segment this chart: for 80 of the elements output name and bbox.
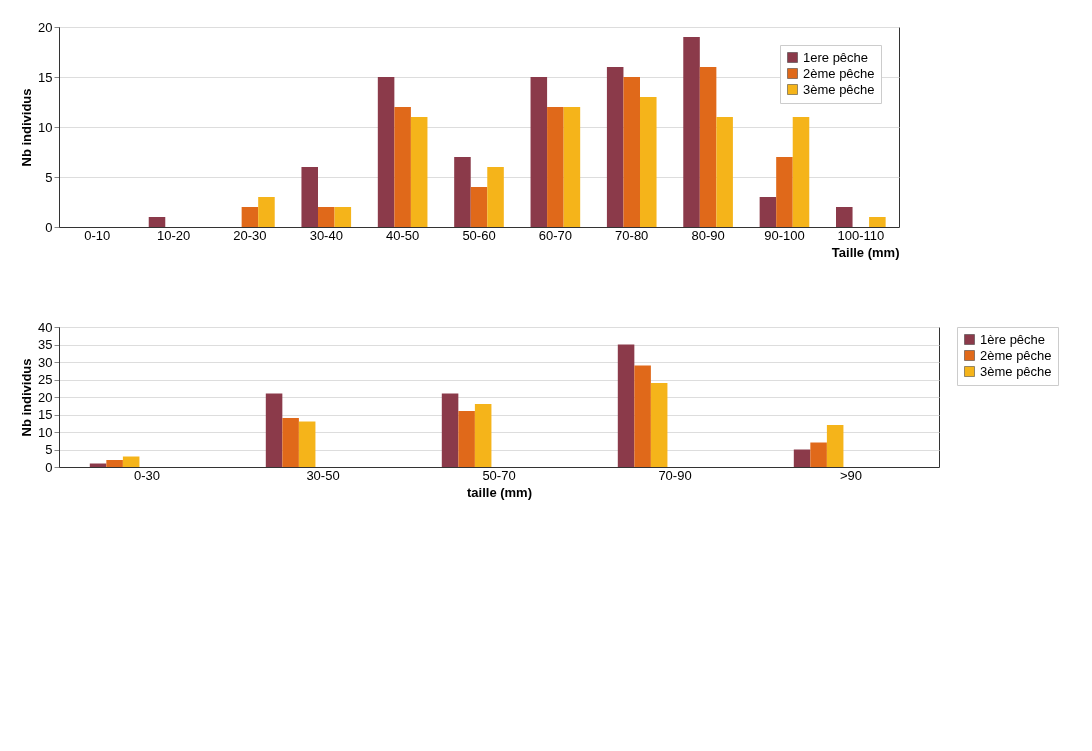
y-tick-label: 15 bbox=[38, 407, 53, 422]
bar bbox=[474, 404, 492, 467]
y-tick-label: 5 bbox=[45, 442, 53, 457]
legend-label: 3ème pêche bbox=[980, 363, 1052, 379]
bar bbox=[716, 117, 733, 227]
bar bbox=[298, 421, 316, 467]
bar bbox=[454, 157, 471, 227]
bar bbox=[487, 167, 504, 227]
x-tick-label: 50-60 bbox=[462, 227, 496, 243]
bar bbox=[617, 344, 635, 467]
y-tick-label: 20 bbox=[38, 19, 53, 35]
y-tick-label: 20 bbox=[38, 389, 53, 405]
bar bbox=[106, 460, 123, 467]
y-tick-label: 25 bbox=[38, 372, 53, 387]
y-tick-label: 0 bbox=[45, 219, 53, 235]
bar bbox=[776, 157, 793, 227]
x-axis-title: Taille (mm) bbox=[831, 244, 900, 260]
y-tick-label: 30 bbox=[38, 354, 53, 370]
bar bbox=[122, 456, 140, 467]
bar bbox=[441, 393, 459, 467]
x-tick-label: >90 bbox=[839, 467, 863, 483]
bar bbox=[458, 411, 475, 467]
x-tick-label: 30-40 bbox=[309, 227, 343, 243]
bar bbox=[836, 207, 853, 227]
bar bbox=[869, 217, 886, 227]
x-tick-label: 0-30 bbox=[133, 467, 161, 483]
bar bbox=[547, 107, 564, 227]
x-tick-label: 20-30 bbox=[233, 227, 267, 243]
bar bbox=[759, 197, 777, 227]
legend-label: 1ere pêche bbox=[803, 49, 869, 65]
x-tick-label: 90-100 bbox=[764, 227, 805, 243]
bar bbox=[377, 77, 395, 227]
bar bbox=[258, 197, 275, 227]
bar bbox=[792, 117, 810, 227]
bar bbox=[634, 365, 651, 467]
x-tick-label: 80-90 bbox=[691, 227, 725, 243]
y-axis-title: Nb individus bbox=[19, 88, 35, 167]
y-tick-label: 40 bbox=[38, 319, 53, 335]
bar bbox=[640, 97, 657, 227]
x-tick-label: 100-110 bbox=[837, 227, 885, 243]
legend-label: 1ère pêche bbox=[980, 331, 1046, 347]
y-tick-label: 5 bbox=[45, 169, 53, 185]
bar bbox=[563, 107, 581, 227]
bar bbox=[241, 207, 259, 227]
bar bbox=[810, 442, 827, 467]
x-tick-label: 40-50 bbox=[386, 227, 420, 243]
bar bbox=[683, 37, 700, 227]
bar bbox=[410, 117, 428, 227]
bar bbox=[793, 449, 811, 467]
y-tick-label: 0 bbox=[45, 459, 53, 475]
bar bbox=[606, 67, 624, 227]
x-tick-label: 30-50 bbox=[306, 467, 340, 483]
x-tick-label: 50-70 bbox=[482, 467, 516, 483]
y-tick-label: 10 bbox=[38, 119, 53, 135]
y-tick-label: 35 bbox=[38, 337, 53, 352]
legend-label: 2ème pêche bbox=[980, 347, 1052, 363]
bar bbox=[148, 217, 166, 227]
bar bbox=[334, 207, 352, 227]
y-tick-label: 10 bbox=[38, 424, 53, 440]
bar bbox=[530, 77, 548, 227]
x-tick-label: 0-10 bbox=[84, 227, 111, 243]
bar bbox=[282, 418, 299, 467]
bar bbox=[318, 207, 335, 227]
bar bbox=[650, 383, 668, 467]
x-tick-label: 60-70 bbox=[538, 227, 572, 243]
x-tick-label: 70-80 bbox=[615, 227, 649, 243]
x-axis-title: taille (mm) bbox=[466, 484, 533, 500]
bar bbox=[470, 187, 488, 227]
bar bbox=[265, 393, 283, 467]
bar bbox=[623, 77, 640, 227]
y-tick-label: 15 bbox=[38, 69, 53, 85]
legend-label: 3ème pêche bbox=[803, 81, 875, 97]
x-tick-label: 10-20 bbox=[156, 227, 191, 243]
bar bbox=[826, 425, 844, 467]
bar bbox=[699, 67, 717, 227]
y-axis-title: Nb individus bbox=[19, 358, 35, 437]
bar bbox=[301, 167, 318, 227]
bar bbox=[394, 107, 411, 227]
legend-label: 2ème pêche bbox=[803, 65, 875, 81]
x-tick-label: 70-90 bbox=[658, 467, 692, 483]
